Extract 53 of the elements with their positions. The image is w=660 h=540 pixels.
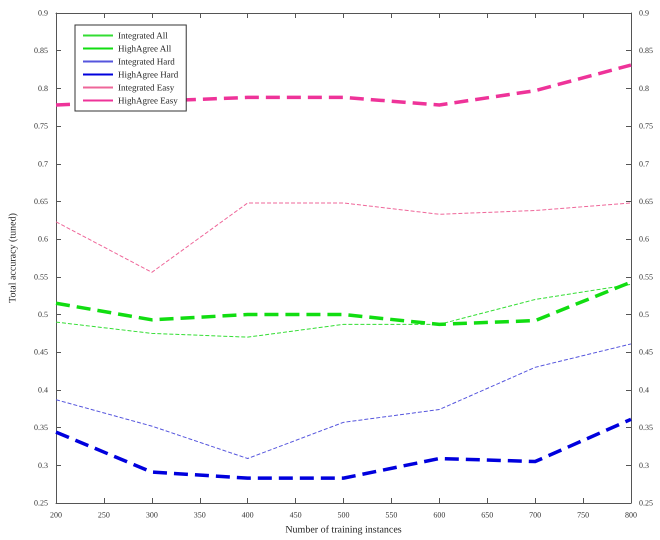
y-tick-label: 0.5 <box>38 310 48 320</box>
y-tick-label: 0.85 <box>34 46 48 56</box>
line-series <box>56 343 632 460</box>
x-tick-label: 500 <box>338 510 350 520</box>
legend-label: HighAgree Easy <box>118 96 178 106</box>
x-tick-label: 700 <box>529 510 542 520</box>
y-tick-label: 0.35 <box>34 423 48 432</box>
x-tick-label: 300 <box>146 510 158 520</box>
x-tick-label: 550 <box>385 510 398 520</box>
legend-label: HighAgree Hard <box>118 70 179 80</box>
y2-tick-label: 0.85 <box>639 46 653 56</box>
x-tick-label: 600 <box>433 510 446 520</box>
y-tick-label: 0.25 <box>34 498 48 508</box>
y-tick-label: 0.9 <box>38 8 48 18</box>
x-tick-label: 650 <box>481 510 494 520</box>
line-series <box>56 202 632 273</box>
y-tick-label: 0.8 <box>38 84 48 93</box>
x-tick-label: 400 <box>242 510 254 520</box>
y2-tick-label: 0.7 <box>639 159 649 168</box>
x-tick-label: 200 <box>50 510 62 520</box>
y2-tick-label: 0.55 <box>639 272 653 282</box>
y-tick-label: 0.3 <box>38 460 48 470</box>
y2-tick-label: 0.75 <box>639 122 653 131</box>
line-series <box>54 418 633 480</box>
y2-tick-label: 0.3 <box>639 460 649 470</box>
x-tick-label: 450 <box>290 510 302 520</box>
y2-tick-label: 0.45 <box>639 348 653 357</box>
y2-tick-label: 0.65 <box>639 196 653 206</box>
legend-label: Integrated Hard <box>118 56 176 66</box>
line-series <box>56 284 632 338</box>
x-tick-label: 350 <box>194 510 206 520</box>
x-tick-label: 750 <box>577 510 590 520</box>
y2-tick-label: 0.8 <box>639 84 649 93</box>
x-tick-label: 800 <box>625 510 637 520</box>
y2-tick-label: 0.6 <box>639 234 649 244</box>
x-tick-label: 250 <box>98 510 110 520</box>
y2-tick-label: 0.9 <box>639 8 649 18</box>
y-tick-label: 0.75 <box>34 122 48 131</box>
y-tick-label: 0.65 <box>34 196 48 206</box>
y2-tick-label: 0.35 <box>639 423 653 432</box>
y2-tick-label: 0.4 <box>639 385 649 394</box>
y-tick-label: 0.6 <box>38 234 48 244</box>
y-tick-label: 0.45 <box>34 348 48 357</box>
legend-label: HighAgree All <box>118 44 172 54</box>
y-axis-title: Total accuracy (tuned) <box>8 213 18 303</box>
y2-tick-label: 0.25 <box>639 498 653 508</box>
y-tick-label: 0.4 <box>38 385 48 394</box>
legend-label: Integrated Easy <box>118 82 175 92</box>
x-axis-title: Number of training instances <box>285 524 402 536</box>
legend-label: Integrated All <box>118 30 168 40</box>
y2-tick-label: 0.5 <box>639 310 649 320</box>
y-tick-label: 0.55 <box>34 272 48 282</box>
y-tick-label: 0.7 <box>38 159 48 168</box>
